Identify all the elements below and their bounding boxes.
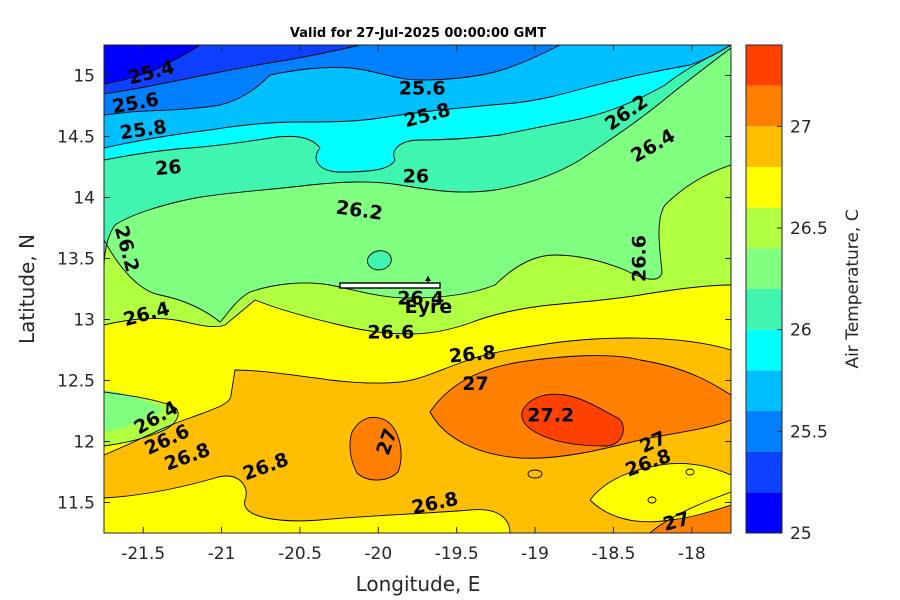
colorbar-label: Air Temperature, C	[843, 209, 863, 368]
colorbar-tick-label: 26	[790, 321, 812, 341]
contour-label: 26.4	[397, 288, 444, 310]
colorbar-swatch	[746, 207, 782, 249]
y-tick-label: 14.5	[57, 128, 95, 148]
x-tick-label: -18.5	[591, 544, 635, 564]
colorbar-swatch	[746, 451, 782, 493]
contour-label: 26.6	[629, 235, 651, 282]
contour-label: 27	[462, 373, 488, 395]
colorbar-tick-label: 27	[790, 117, 812, 137]
colorbar-swatch	[746, 167, 782, 208]
colorbar-tick-label: 26.5	[790, 219, 828, 239]
colorbar-swatch	[746, 329, 782, 371]
y-tick-label: 15	[73, 67, 95, 87]
station-label: Eyre	[405, 296, 453, 318]
x-tick-label: -21	[208, 544, 236, 564]
contour-lines	[104, 45, 731, 533]
x-tick-label: -19.5	[435, 544, 479, 564]
colorbar-swatch	[746, 411, 782, 452]
contour-label: 26	[154, 156, 182, 180]
colorbar-swatch	[746, 492, 782, 533]
contour-label: 26	[403, 166, 429, 188]
colorbar-swatch	[746, 126, 782, 167]
y-tick-label: 12	[73, 433, 95, 453]
colorbar-tick-label: 25.5	[790, 422, 828, 442]
y-axis: 11.5 12 12.5 13 13.5 14 14.5 15	[57, 67, 731, 514]
band-26-to-26-2-spot	[367, 250, 392, 270]
y-tick-label: 11.5	[57, 494, 95, 514]
y-tick-label: 14	[73, 189, 95, 209]
band-26-6-southeast	[590, 463, 731, 522]
y-tick-label: 12.5	[57, 372, 95, 392]
band-26-6-southwest	[104, 476, 510, 533]
colorbar-swatch	[746, 45, 782, 86]
colorbar-tick-label: 25	[790, 524, 812, 544]
chart-title: Valid for 27-Jul-2025 00:00:00 GMT	[290, 26, 546, 41]
y-tick-label: 13	[73, 311, 95, 331]
x-tick-label: -21.5	[121, 544, 165, 564]
colorbar-frame	[745, 44, 783, 534]
plot-area: 25.425.625.82625.625.82626.226.226.426.2…	[104, 45, 731, 533]
x-axis: -21.5 -21 -20.5 -20 -19.5 -19 -18.5 -18	[121, 45, 706, 564]
band-27-2-to-27-4	[521, 394, 624, 446]
colorbar-swatch	[746, 370, 782, 411]
x-tick-label: -20	[364, 544, 392, 564]
y-tick-label: 13.5	[57, 250, 95, 270]
band-25-to-25-2	[104, 45, 200, 84]
y-axis-label: Latitude, N	[15, 234, 39, 344]
colorbar: 25 25.5 26 26.5 27	[745, 44, 828, 544]
contour-label: 26.8	[448, 342, 497, 368]
x-tick-label: -19	[521, 544, 549, 564]
colorbar-swatch	[746, 85, 782, 127]
contour-label: 25.6	[399, 78, 446, 100]
station-marker	[339, 276, 441, 289]
band-27-west-spot	[349, 417, 402, 481]
contour-label: 26.6	[367, 322, 414, 344]
x-tick-label: -20.5	[278, 544, 322, 564]
band-26-2-west-spot	[104, 390, 165, 432]
plot-frame	[103, 44, 732, 534]
x-axis-label: Longitude, E	[356, 572, 481, 596]
colorbar-swatch	[746, 289, 782, 330]
colorbar-swatch	[746, 248, 782, 289]
contour-label: 27.2	[527, 405, 574, 427]
x-tick-label: -18	[678, 544, 706, 564]
